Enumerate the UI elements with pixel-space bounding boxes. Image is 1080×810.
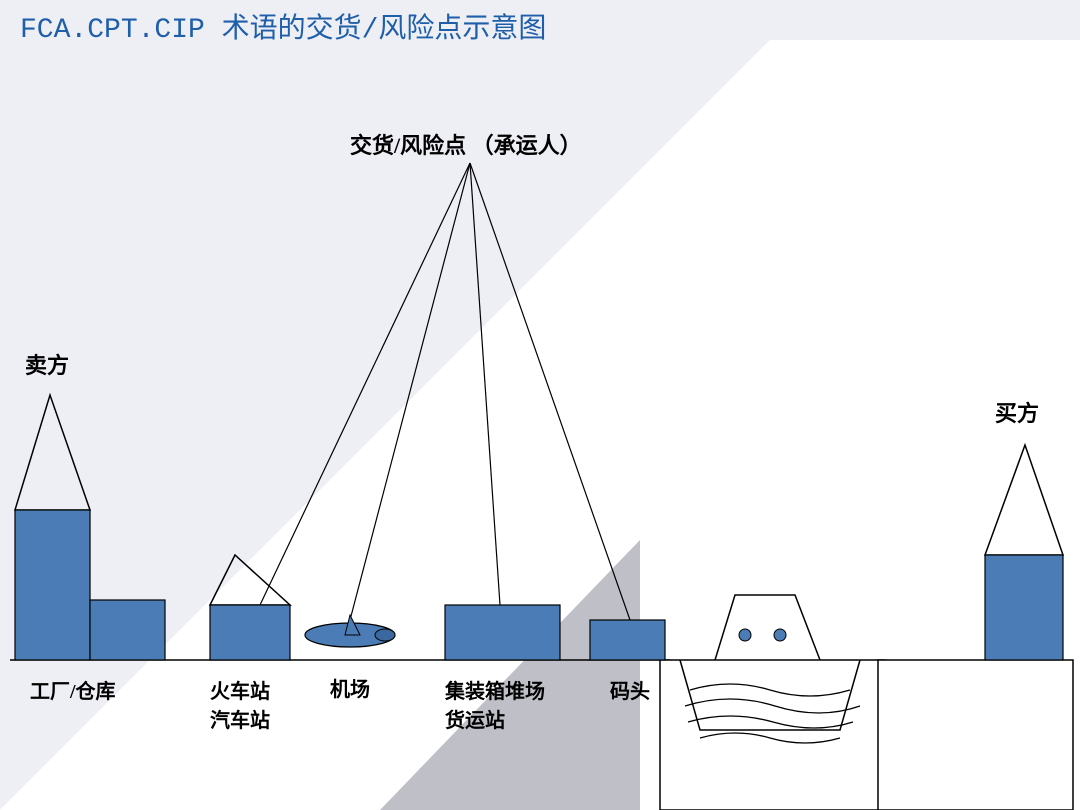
- seller-label: 卖方: [25, 348, 69, 380]
- diagram-stage: FCA.CPT.CIP 术语的交货/风险点示意图 交货/风险点 （承运人） 卖方…: [0, 0, 1080, 810]
- dock-caption: 码头: [610, 675, 650, 704]
- airport-caption: 机场: [330, 673, 370, 702]
- container-yard-caption: 集装箱堆场 货运站: [445, 675, 545, 733]
- train-station-caption: 火车站 汽车站: [210, 675, 270, 733]
- buyer-label: 买方: [995, 396, 1039, 428]
- risk-point-label: 交货/风险点 （承运人）: [350, 128, 582, 160]
- seller-caption: 工厂/仓库: [30, 675, 116, 704]
- page-title: FCA.CPT.CIP 术语的交货/风险点示意图: [20, 6, 546, 46]
